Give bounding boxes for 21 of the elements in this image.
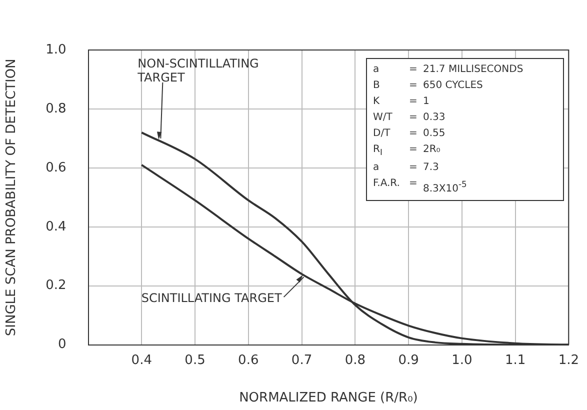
x-axis-title: NORMALIZED RANGE (R/R₀) (239, 390, 418, 406)
x-tick-label: 1.2 (558, 352, 580, 368)
x-tick-label: 1.0 (452, 352, 472, 368)
y-tick-label: 0.8 (46, 101, 66, 116)
y-tick-label: 0.2 (46, 278, 66, 294)
annotation: SCINTILLATING TARGET (141, 291, 282, 306)
x-tick-label: 0.9 (398, 352, 419, 368)
y-tick-label: 0 (58, 337, 66, 352)
x-tick-label: 0.4 (131, 352, 152, 368)
parameter-box: a = 21.7 MILLISECONDS B = 650 CYCLES K = 1 W/T = 0.33 D/T = 0.55 R$_{I}$ = 2R₀ a = 7.3 F.A.R. = 8.3X10$^{-5}$ (366, 58, 564, 202)
annotation: F.A.R. = 8.3X10$^{-5}$ (373, 177, 467, 196)
x-tick-label: 0.7 (291, 352, 312, 368)
y-tick-label: 0.4 (46, 219, 66, 234)
annotation: NON-SCINTILLATING TARGET (136, 56, 259, 85)
y-tick-label: 0.6 (46, 160, 66, 176)
x-tick-label: 0.8 (344, 352, 366, 368)
x-tick-label: 0.6 (238, 352, 259, 368)
x-tick-label: 0.5 (184, 352, 206, 368)
y-axis-title: SINGLE SCAN PROBABILITY OF DETECTION (4, 58, 20, 336)
x-tick-label: 1.1 (504, 352, 526, 368)
y-tick-label: 1.0 (46, 42, 66, 58)
